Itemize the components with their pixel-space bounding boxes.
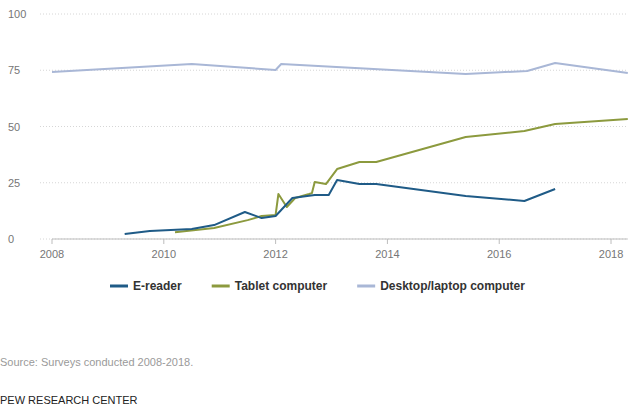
legend-label: Tablet computer — [235, 279, 328, 293]
series-line — [52, 63, 628, 74]
x-tick — [387, 239, 388, 244]
chart: 0 25 50 75 100 2008 2010 2012 2014 2016 2018 E-read… — [0, 0, 643, 413]
series-line — [175, 119, 628, 232]
legend-swatch — [110, 285, 128, 288]
x-tick — [499, 239, 500, 244]
x-tick-label: 2010 — [152, 248, 176, 260]
grid — [40, 14, 628, 239]
x-axis-line — [52, 239, 628, 240]
legend-label: E-reader — [133, 279, 182, 293]
x-tick-label: 2016 — [487, 248, 511, 260]
x-tick-label: 2008 — [40, 248, 64, 260]
x-tick — [611, 239, 612, 244]
y-tick-label: 25 — [8, 177, 20, 189]
series-line — [125, 180, 555, 234]
x-tick — [275, 239, 276, 244]
legend-swatch — [212, 285, 230, 288]
source: Source: Surveys conducted 2008-2018. — [0, 356, 193, 368]
x-tick-label: 2014 — [375, 248, 399, 260]
y-tick-label: 100 — [8, 8, 26, 20]
legend-swatch — [357, 285, 375, 288]
legend: E-reader Tablet computer Desktop/laptop co… — [110, 279, 525, 293]
x-tick-label: 2012 — [263, 248, 287, 260]
grid-line — [40, 239, 628, 240]
credit: PEW RESEARCH CENTER — [0, 394, 138, 406]
lines — [52, 63, 628, 234]
grid-line — [40, 70, 628, 71]
y-tick-label: 0 — [8, 233, 14, 245]
grid-line — [40, 14, 628, 15]
x-tick — [52, 239, 53, 244]
grid-line — [40, 182, 628, 183]
legend-label: Desktop/laptop computer — [380, 279, 525, 293]
y-tick-label: 50 — [8, 121, 20, 133]
x-tick-label: 2018 — [599, 248, 623, 260]
y-tick-label: 75 — [8, 64, 20, 76]
x-tick — [163, 239, 164, 244]
